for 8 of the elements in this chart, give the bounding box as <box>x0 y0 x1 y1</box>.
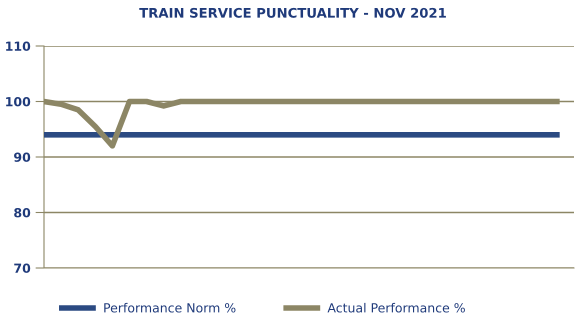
chart-title: TRAIN SERVICE PUNCTUALITY - NOV 2021 <box>139 8 446 18</box>
y-tick-label: 70 <box>14 263 30 273</box>
y-tick-label: 90 <box>14 152 30 162</box>
y-tick-label: 100 <box>6 96 30 106</box>
legend-label: Performance Norm % <box>104 302 236 313</box>
y-tick-label: 110 <box>6 41 30 51</box>
y-tick-label: 80 <box>14 208 30 218</box>
legend-label: Actual Performance % <box>328 302 465 313</box>
